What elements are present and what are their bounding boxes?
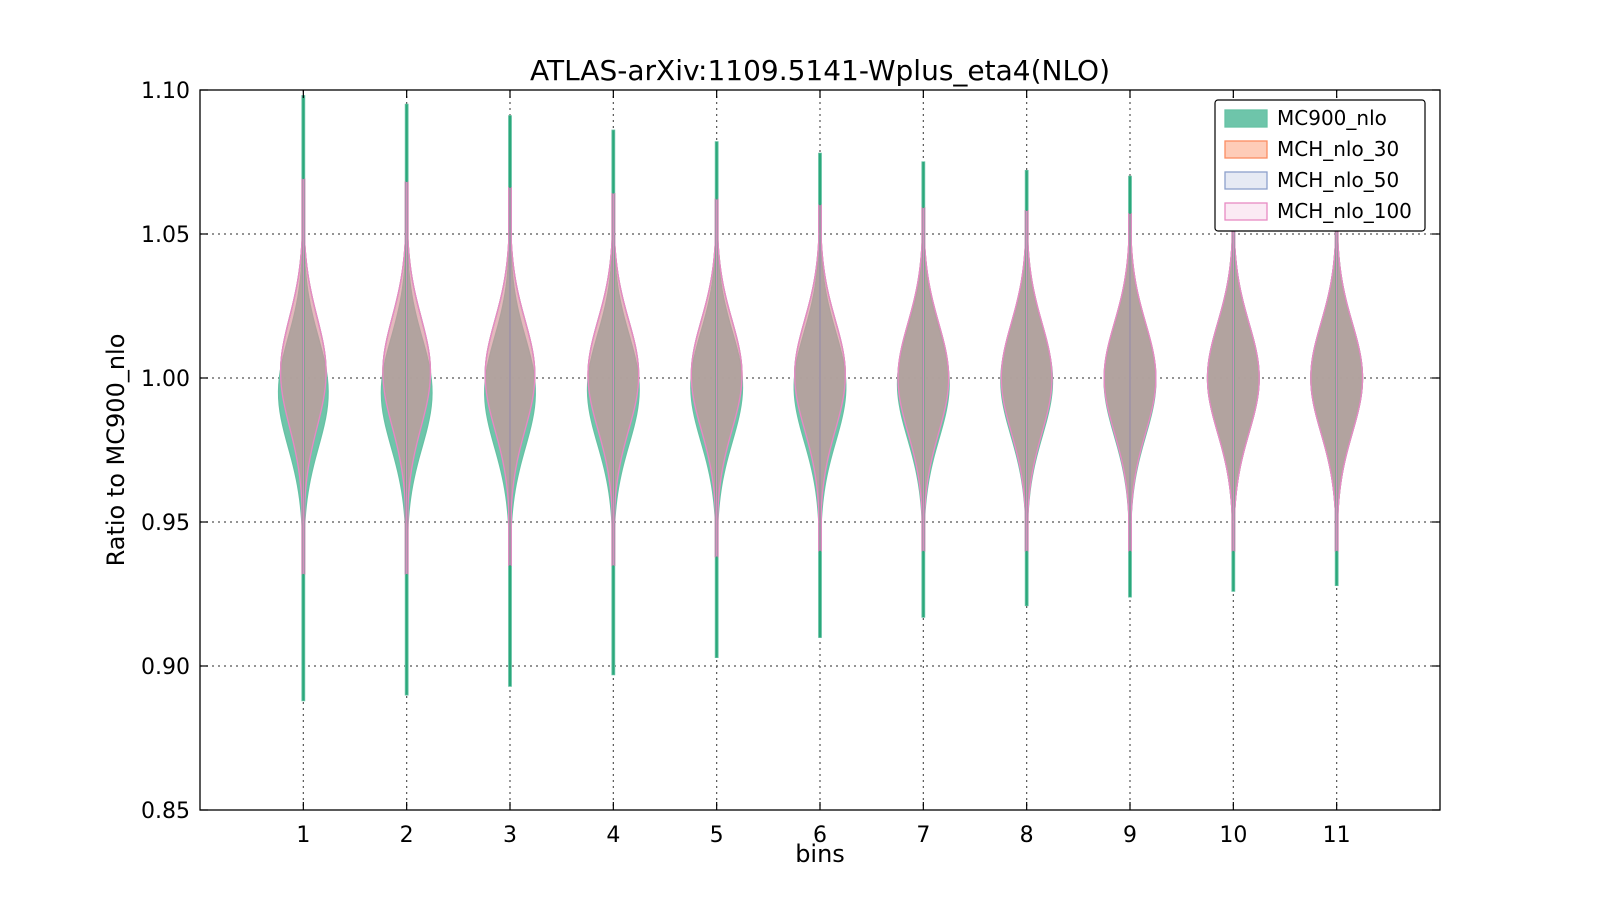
legend-label: MCH_nlo_30 [1277, 137, 1399, 161]
x-tick-label: 2 [400, 823, 414, 848]
x-tick-label: 7 [916, 823, 930, 848]
y-tick-label: 1.05 [141, 223, 190, 248]
legend-swatch [1224, 109, 1268, 128]
legend-label: MC900_nlo [1277, 106, 1387, 130]
legend-swatch [1224, 171, 1268, 190]
y-axis-label: Ratio to MC900_nlo [102, 334, 130, 567]
range-lines-layer [302, 95, 1338, 701]
legend: MC900_nlo MCH_nlo_30 MCH_nlo_50 MCH_nlo_100 [1214, 99, 1426, 232]
x-axis-label: bins [795, 840, 845, 868]
x-tick-label: 6 [813, 823, 827, 848]
x-tick-label: 11 [1323, 823, 1351, 848]
legend-label: MCH_nlo_50 [1277, 168, 1399, 192]
y-tick-label: 1.00 [141, 367, 190, 392]
chart-title: ATLAS-arXiv:1109.5141-Wplus_eta4(NLO) [530, 54, 1110, 87]
legend-swatch [1224, 140, 1268, 159]
y-tick-label: 0.95 [141, 511, 190, 536]
y-tick-label: 0.90 [141, 655, 190, 680]
x-tick-label: 10 [1219, 823, 1247, 848]
axis-ticks: 0.85 0.90 0.95 1.00 1.05 1.10 1 2 3 4 5 6 7 8 9 10 11 [141, 79, 1440, 848]
y-tick-label: 0.85 [141, 799, 190, 824]
legend-label: MCH_nlo_100 [1277, 199, 1412, 223]
x-tick-label: 1 [296, 823, 310, 848]
legend-swatch [1224, 202, 1268, 221]
x-tick-label: 5 [710, 823, 724, 848]
y-tick-label: 1.10 [141, 79, 190, 104]
x-tick-label: 3 [503, 823, 517, 848]
x-tick-label: 4 [606, 823, 620, 848]
x-tick-label: 9 [1123, 823, 1137, 848]
x-tick-label: 8 [1020, 823, 1034, 848]
legend-box [1214, 99, 1426, 232]
